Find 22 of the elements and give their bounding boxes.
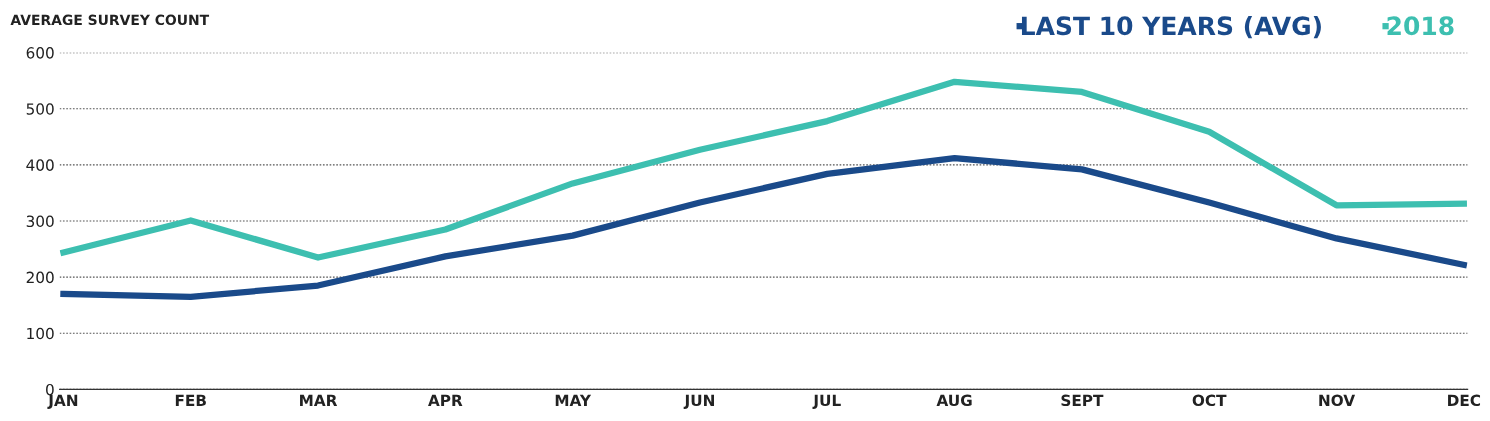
- y-tick-label: 600: [26, 47, 54, 59]
- x-tick-label: SEPT: [1061, 394, 1104, 407]
- y-tick-label: 300: [26, 215, 54, 228]
- x-tick-label: NOV: [1319, 394, 1356, 407]
- x-tick-label: MAR: [300, 394, 338, 406]
- x-tick-label: FEB: [175, 394, 206, 406]
- x-tick-label: AUG: [936, 394, 972, 407]
- legend-label: LAST 10 YEARS (AVG): [1021, 15, 1321, 39]
- x-tick-label: DEC: [1448, 394, 1481, 407]
- y-tick-label: 200: [26, 271, 54, 284]
- x-tick-label: OCT: [1192, 394, 1227, 407]
- x-tick-label: MAY: [555, 394, 592, 406]
- y-tick-label: 100: [27, 327, 54, 340]
- x-tick-label: JUL: [812, 394, 841, 409]
- y-axis-title: AVERAGE SURVEY COUNT: [10, 14, 210, 26]
- y-tick-label: 500: [26, 103, 54, 115]
- legend-label: 2018: [1387, 16, 1454, 36]
- y-tick-label: 400: [26, 159, 54, 171]
- y-tick-label: 0: [46, 383, 54, 396]
- x-tick-label: APR: [428, 394, 463, 406]
- x-tick-label: JUN: [683, 394, 715, 409]
- x-tick-label: JAN: [47, 394, 78, 409]
